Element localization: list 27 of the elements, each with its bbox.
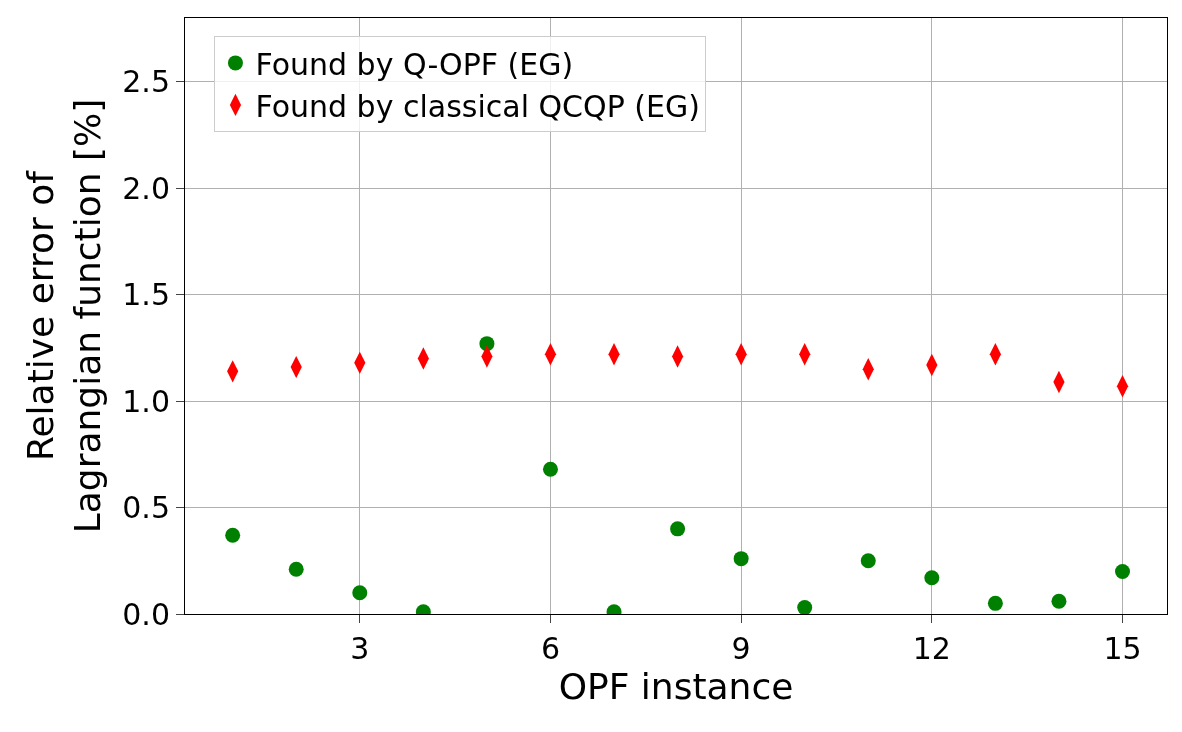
- point: [733, 551, 749, 567]
- y-tick-label: 1.0: [122, 383, 170, 419]
- y-tick-label: 2.0: [122, 170, 170, 206]
- x-tick-label: 3: [350, 631, 370, 666]
- x-tick-label: 6: [540, 631, 561, 666]
- legend-label: Found by Q-OPF (EG): [255, 46, 574, 82]
- point: [1115, 563, 1131, 579]
- point: [1051, 593, 1067, 609]
- point: [670, 521, 686, 537]
- point: [987, 595, 1003, 611]
- x-tick-label: 9: [731, 631, 751, 666]
- point: [924, 570, 940, 586]
- x-tick-label: 12: [912, 631, 951, 666]
- point: [797, 600, 813, 614]
- x-axis-title: OPF instance: [558, 666, 794, 707]
- y-axis-title: Relative error of Lagrangian function [%]: [20, 98, 109, 534]
- legend-label: Found by classical QCQP (EG): [255, 88, 700, 124]
- point: [225, 527, 241, 543]
- point: [542, 461, 558, 477]
- y-tick-label: 2.5: [122, 64, 170, 100]
- point: [288, 561, 304, 577]
- y-tick-label: 0.5: [122, 490, 170, 526]
- point: [352, 585, 368, 601]
- y-tick-label: 0.0: [122, 596, 170, 632]
- x-tick-label: 15: [1103, 631, 1142, 666]
- y-tick-label: 1.5: [122, 277, 170, 313]
- point: [860, 553, 876, 569]
